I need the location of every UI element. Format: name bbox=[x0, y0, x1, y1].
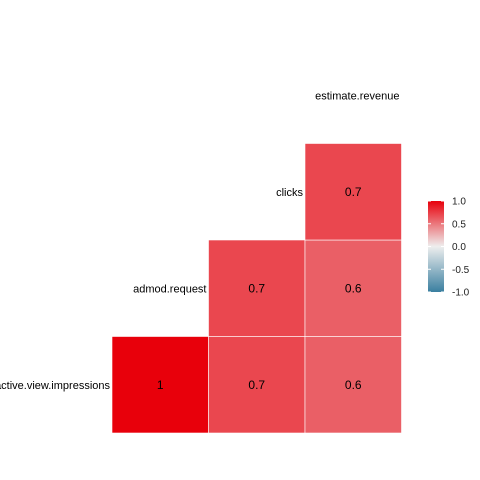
variable-label: estimate.revenue bbox=[315, 90, 399, 102]
variable-labels: active.view.impressions admod.request clic… bbox=[0, 90, 400, 392]
heatmap-cell bbox=[304, 336, 402, 434]
cell-value-label: 0.6 bbox=[345, 281, 362, 295]
heatmap-cells: 1 0.7 0.6 0.7 0.6 0.7 bbox=[111, 143, 402, 434]
variable-label: admod.request bbox=[133, 283, 206, 295]
legend-tick-label: 1.0 bbox=[452, 197, 466, 208]
variable-label: clicks bbox=[276, 187, 303, 199]
legend-tick-label: -1.0 bbox=[452, 288, 470, 299]
heatmap-cell bbox=[111, 336, 209, 434]
cell-value-label: 0.7 bbox=[345, 185, 362, 199]
heatmap-cell bbox=[304, 239, 402, 337]
heatmap-cell bbox=[208, 239, 306, 337]
variable-label: active.view.impressions bbox=[0, 380, 110, 392]
legend: 1.0 0.5 0.0 -0.5 -1.0 bbox=[428, 197, 470, 299]
cell-value-label: 0.6 bbox=[345, 378, 362, 392]
legend-tick-label: -0.5 bbox=[452, 265, 470, 276]
cell-value-label: 0.7 bbox=[248, 378, 265, 392]
heatmap-cell bbox=[304, 143, 402, 241]
cell-value-label: 0.7 bbox=[248, 281, 265, 295]
legend-tick-label: 0.0 bbox=[452, 242, 466, 253]
cell-value-label: 1 bbox=[157, 378, 164, 392]
legend-tick-label: 0.5 bbox=[452, 219, 466, 230]
heatmap-cell bbox=[208, 336, 306, 434]
legend-color-bar bbox=[428, 201, 444, 292]
